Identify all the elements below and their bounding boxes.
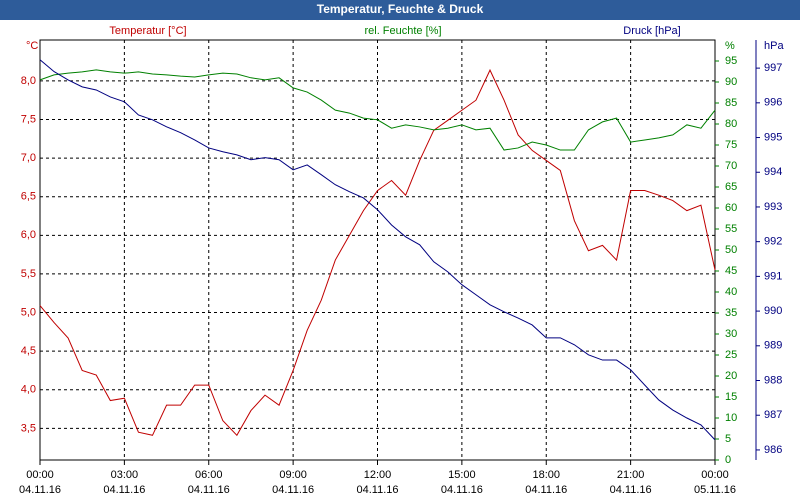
y3-tick-label: 995 [764,131,782,143]
x-tick-label: 03:00 [111,469,139,481]
y-tick-label: 4,5 [21,345,36,357]
x-tick-sublabel: 04.11.16 [103,484,145,496]
chart-title: Temperatur, Feuchte & Druck [317,2,484,16]
x-tick-sublabel: 04.11.16 [272,484,314,496]
x-tick-label: 00:00 [26,469,54,481]
y-tick-label: 4,0 [21,384,36,396]
y2-tick-label: 0 [725,454,731,466]
y3-tick-label: 988 [764,374,782,386]
y-tick-label: 8,0 [21,75,36,87]
y3-tick-label: 992 [764,236,782,248]
y2-tick-label: 95 [725,55,737,67]
y2-tick-label: 45 [725,265,737,277]
legend-label: rel. Feuchte [%] [364,25,441,37]
x-tick-sublabel: 04.11.16 [610,484,652,496]
y-tick-label: 5,0 [21,306,36,318]
y-tick-label: 7,0 [21,152,36,164]
x-tick-sublabel: 04.11.16 [441,484,483,496]
y2-tick-label: 60 [725,202,737,214]
title-bar [0,0,800,20]
y2-tick-label: 35 [725,307,737,319]
x-tick-sublabel: 04.11.16 [525,484,567,496]
x-tick-label: 12:00 [364,469,392,481]
y3-tick-label: 987 [764,409,782,421]
y2-tick-label: 85 [725,97,737,109]
y2-tick-label: 65 [725,181,737,193]
y3-tick-label: 994 [764,166,782,178]
series-line [39,59,716,441]
y-tick-label: 3,5 [21,422,36,434]
legend-label: Druck [hPa] [623,25,680,37]
y2-tick-label: 40 [725,286,737,298]
y2-tick-label: 20 [725,370,737,382]
legend-label: Temperatur [°C] [109,25,186,37]
y-tick-label: 7,5 [21,113,36,125]
y-axis-label: °C [26,40,38,52]
y2-tick-label: 10 [725,412,737,424]
x-tick-label: 21:00 [617,469,645,481]
x-tick-label: 09:00 [279,469,307,481]
x-tick-label: 00:00 [701,469,729,481]
y2-tick-label: 75 [725,139,737,151]
y3-tick-label: 990 [764,305,782,317]
y2-tick-label: 90 [725,76,737,88]
y3-tick-label: 996 [764,97,782,109]
y2-tick-label: 50 [725,244,737,256]
y3-tick-label: 993 [764,201,782,213]
y3-tick-label: 986 [764,444,782,456]
y2-tick-label: 25 [725,349,737,361]
y-tick-label: 6,5 [21,191,36,203]
x-tick-sublabel: 04.11.16 [19,484,61,496]
x-tick-label: 15:00 [448,469,476,481]
y-tick-label: 5,5 [21,268,36,280]
y2-tick-label: 55 [725,223,737,235]
y-tick-label: 6,0 [21,229,36,241]
y3-axis-label: hPa [764,40,784,52]
y2-tick-label: 5 [725,433,731,445]
x-tick-sublabel: 04.11.16 [356,484,398,496]
y2-tick-label: 15 [725,391,737,403]
x-tick-label: 18:00 [532,469,560,481]
x-tick-sublabel: 04.11.16 [188,484,230,496]
y2-axis-label: % [725,40,735,52]
y3-tick-label: 991 [764,270,782,282]
y3-tick-label: 989 [764,340,782,352]
series-line [39,68,716,437]
y2-tick-label: 70 [725,160,737,172]
series-line [39,69,716,151]
x-tick-sublabel: 05.11.16 [694,484,736,496]
x-tick-label: 06:00 [195,469,223,481]
y3-tick-label: 997 [764,62,782,74]
y2-tick-label: 80 [725,118,737,130]
y2-tick-label: 30 [725,328,737,340]
